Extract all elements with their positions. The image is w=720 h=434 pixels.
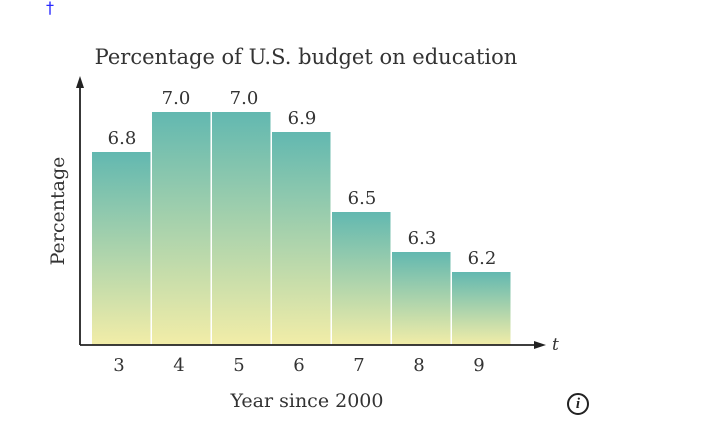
- bar-4: [152, 112, 211, 345]
- data-label: 6.9: [288, 108, 317, 129]
- bar-7: [332, 212, 391, 345]
- chart-title: Percentage of U.S. budget on education: [95, 45, 518, 69]
- data-label: 6.3: [408, 228, 437, 249]
- x-tick-label: 7: [353, 355, 364, 376]
- y-axis-arrow: [76, 76, 84, 88]
- x-tick-label: 6: [293, 355, 304, 376]
- x-axis-arrow: [534, 341, 546, 349]
- bar-3: [92, 152, 151, 345]
- x-tick-label: 3: [113, 355, 124, 376]
- data-label: 6.2: [468, 248, 497, 269]
- bar-8: [392, 252, 451, 345]
- y-axis-label: Percentage: [47, 157, 69, 266]
- x-tick-label: 8: [413, 355, 424, 376]
- x-tick-label: 4: [173, 355, 184, 376]
- data-label: 7.0: [162, 88, 191, 109]
- x-tick-label: 5: [233, 355, 244, 376]
- bar-5: [212, 112, 271, 345]
- bar-9: [452, 272, 511, 345]
- data-label: 7.0: [230, 88, 259, 109]
- dagger-marker: †: [46, 0, 54, 17]
- bar-6: [272, 132, 331, 345]
- x-axis-variable: t: [552, 335, 559, 355]
- x-tick-label: 9: [473, 355, 484, 376]
- info-icon[interactable]: i: [567, 393, 589, 415]
- x-axis-label: Year since 2000: [230, 390, 384, 412]
- data-label: 6.8: [108, 128, 137, 149]
- data-label: 6.5: [348, 188, 377, 209]
